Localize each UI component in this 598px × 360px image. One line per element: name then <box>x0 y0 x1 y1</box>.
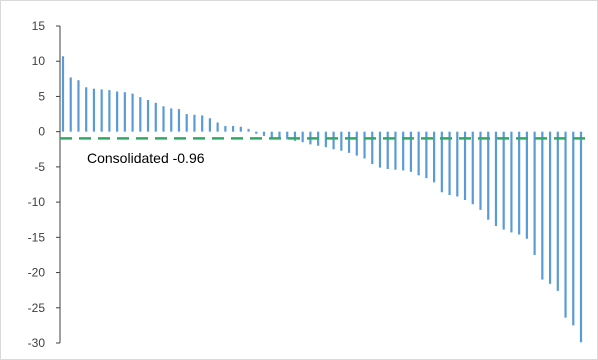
bar <box>116 91 119 132</box>
bar <box>286 131 289 140</box>
bar <box>262 131 266 136</box>
bar <box>332 131 335 150</box>
bar <box>371 131 374 165</box>
bar <box>247 128 250 132</box>
bar <box>139 97 142 132</box>
bar <box>208 118 211 132</box>
bar <box>154 102 157 132</box>
bar <box>255 131 258 134</box>
bar <box>433 131 436 183</box>
bar <box>69 77 72 132</box>
bar <box>123 92 126 132</box>
bar <box>224 126 227 132</box>
bar <box>216 122 219 132</box>
bar <box>463 131 467 200</box>
bar <box>293 131 297 141</box>
bar <box>548 131 552 284</box>
bar <box>425 131 428 179</box>
bar <box>61 56 65 132</box>
bar <box>231 126 235 132</box>
y-tick-label: 15 <box>32 19 46 33</box>
bar <box>471 131 474 205</box>
bar <box>324 131 327 148</box>
bar <box>185 114 188 132</box>
bar <box>564 131 567 318</box>
bar <box>394 131 397 170</box>
bar <box>402 131 405 171</box>
bars <box>61 56 583 343</box>
y-tick-label: -5 <box>34 160 45 174</box>
bar <box>378 131 382 168</box>
consolidated-annotation: Consolidated -0.96 <box>87 150 205 166</box>
bar <box>541 131 544 280</box>
bar <box>92 88 96 132</box>
bar <box>239 126 242 132</box>
y-tick-label: 5 <box>38 89 45 103</box>
bar <box>85 87 88 132</box>
bar <box>100 89 103 132</box>
y-tick-label: -10 <box>28 195 46 209</box>
bar <box>556 131 559 291</box>
bar <box>162 106 165 132</box>
y-tick-label: 10 <box>32 54 46 68</box>
bar <box>518 131 521 235</box>
bar <box>579 131 583 343</box>
bar <box>170 108 173 132</box>
bar <box>363 131 366 159</box>
y-tick-label: -25 <box>28 301 46 315</box>
bar <box>440 131 443 193</box>
bar <box>131 93 134 132</box>
bar <box>510 131 513 233</box>
bar <box>270 131 273 139</box>
bar <box>386 131 389 170</box>
y-tick-label: -15 <box>28 230 46 244</box>
bar <box>448 131 451 196</box>
bar <box>572 131 575 326</box>
bar <box>77 80 80 132</box>
bar <box>494 131 498 227</box>
bar <box>146 99 150 132</box>
bar <box>301 131 304 143</box>
bar <box>347 131 351 153</box>
bar <box>502 131 505 230</box>
bar <box>193 114 196 132</box>
bar <box>278 131 281 139</box>
bar <box>533 131 536 255</box>
bar <box>479 131 482 210</box>
bar <box>487 131 490 220</box>
bar <box>340 131 343 151</box>
bar <box>355 131 358 156</box>
y-tick-label: -20 <box>28 266 46 280</box>
y-tick-label: 0 <box>38 125 45 139</box>
bar <box>409 131 413 172</box>
y-tick-label: -30 <box>28 336 46 350</box>
bar <box>456 131 459 197</box>
bar <box>525 131 528 239</box>
bar <box>177 109 181 132</box>
bar <box>201 115 204 132</box>
y-axis: 15 10 5 0 -5 -10 -15 -20 -25 -30 <box>28 19 60 350</box>
bar <box>417 131 420 176</box>
bar <box>108 90 111 132</box>
